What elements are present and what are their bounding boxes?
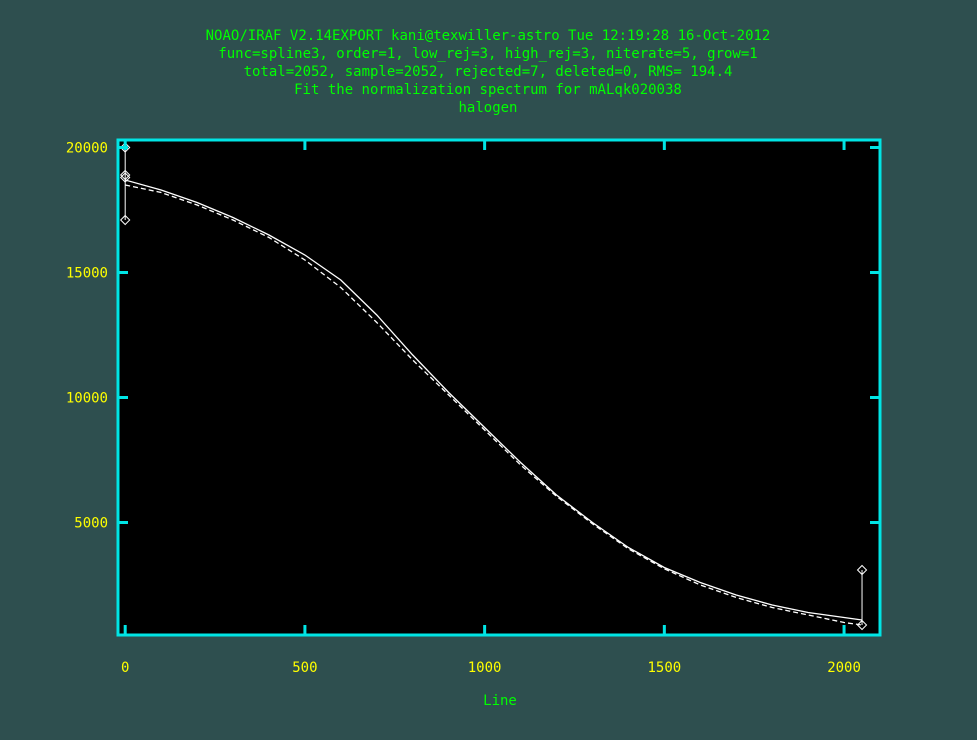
x-tick-label: 0 <box>121 660 129 676</box>
y-tick-label: 15000 <box>66 266 108 282</box>
chart-title: Fit the normalization spectrum for mALqk… <box>294 82 682 98</box>
rejected-point-marker <box>856 619 868 631</box>
plot-frame <box>116 138 882 637</box>
rejected-point-marker <box>119 169 131 181</box>
y-tick-label: 5000 <box>74 516 108 532</box>
x-tick-label: 2000 <box>827 660 861 676</box>
x-tick-label: 1500 <box>647 660 681 676</box>
rejected-point-marker <box>856 564 868 576</box>
header-line-2: func=spline3, order=1, low_rej=3, high_r… <box>218 46 757 62</box>
rejected-point-marker <box>119 172 131 183</box>
x-tick-label: 1000 <box>468 660 502 676</box>
x-axis-label: Line <box>483 693 517 709</box>
axis-ticks: 0 500 1000 1500 2000 5000 10000 15000 20000 <box>66 140 880 676</box>
rejected-point-markers <box>119 142 868 631</box>
plot-area <box>118 140 880 635</box>
rejected-point-marker <box>119 214 131 226</box>
header-line-1: NOAO/IRAF V2.14EXPORT kani@texwiller-ast… <box>206 28 771 44</box>
y-tick-label: 20000 <box>66 141 108 157</box>
chart-subtitle: halogen <box>458 100 517 116</box>
series-line-solid <box>125 179 863 621</box>
y-tick-label: 10000 <box>66 391 108 407</box>
x-tick-label: 500 <box>292 660 317 676</box>
data-traces <box>125 179 863 626</box>
series-line-dashed <box>125 184 863 626</box>
header-line-3: total=2052, sample=2052, rejected=7, del… <box>244 64 733 80</box>
